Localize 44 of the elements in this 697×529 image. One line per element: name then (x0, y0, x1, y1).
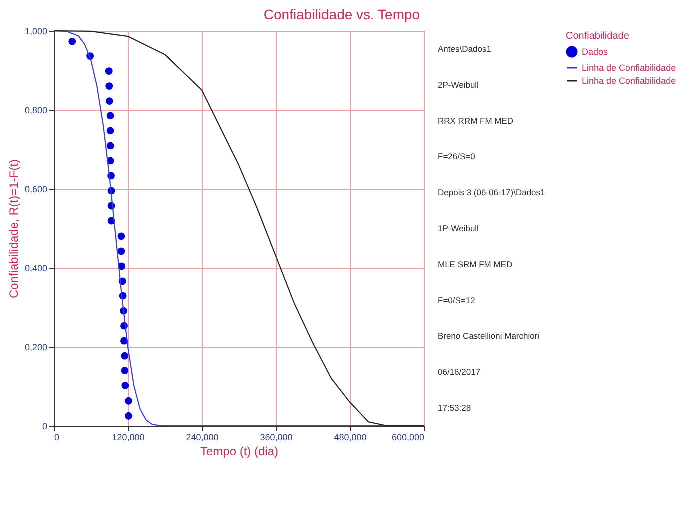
text: 1P-Weibull (438, 224, 480, 234)
y-axis-title: Confiabilidade, R(t)=1-F(t) (6, 159, 21, 299)
point (118, 248, 126, 256)
text: F=0/S=12 (438, 295, 476, 306)
text: MLE SRM FM MED (438, 259, 513, 270)
point (106, 98, 114, 106)
text: F=26/S=0 (438, 152, 476, 162)
x-axis-title: Tempo (t) (dia) (200, 444, 279, 458)
legend-label: Dados (582, 47, 609, 57)
text: 06/16/2017 (438, 367, 481, 378)
point (125, 397, 132, 405)
point (125, 412, 132, 420)
x-tick-label: 240,000 (186, 432, 219, 442)
y-tick-label: 0,400 (24, 264, 48, 274)
y-tick-label: 1,000 (24, 26, 48, 36)
point (105, 68, 113, 75)
point (122, 382, 130, 390)
legend-title: Confiabilidade (566, 31, 630, 42)
x-tick-label: 480,000 (334, 432, 367, 442)
y-tick-label: 0,200 (24, 342, 48, 352)
x-tick-label: 120,000 (112, 432, 145, 442)
x-tick-label: 360,000 (260, 432, 293, 442)
text: 17:53:28 (438, 403, 472, 414)
point (106, 142, 114, 150)
y-tick-label: 0,600 (24, 184, 48, 194)
text: RRX RRM FM MED (438, 116, 514, 126)
y-tick-label: 0,800 (24, 106, 48, 116)
point (121, 367, 129, 374)
x-tick-label: 600,000 (392, 432, 424, 442)
x-tick-label: 0 (54, 432, 60, 442)
text: Depois 3 (06-06-17)\Dados1 (438, 188, 546, 198)
point (118, 232, 126, 240)
text: 2P-Weibull (438, 80, 480, 90)
chart-title: Confiabilidade vs. Tempo (264, 6, 420, 22)
y-tick-label: 0 (42, 422, 48, 432)
legend-label: Linha de Confiabilidade (582, 76, 676, 86)
text: Antes\Dados1 (438, 44, 492, 54)
text: Breno Castellioni Marchiori (438, 331, 540, 342)
legend-label: Linha de Confiabilidade (582, 63, 676, 73)
point (106, 82, 114, 90)
point (106, 127, 114, 135)
point (121, 352, 129, 360)
point (68, 38, 76, 46)
point (106, 112, 114, 120)
